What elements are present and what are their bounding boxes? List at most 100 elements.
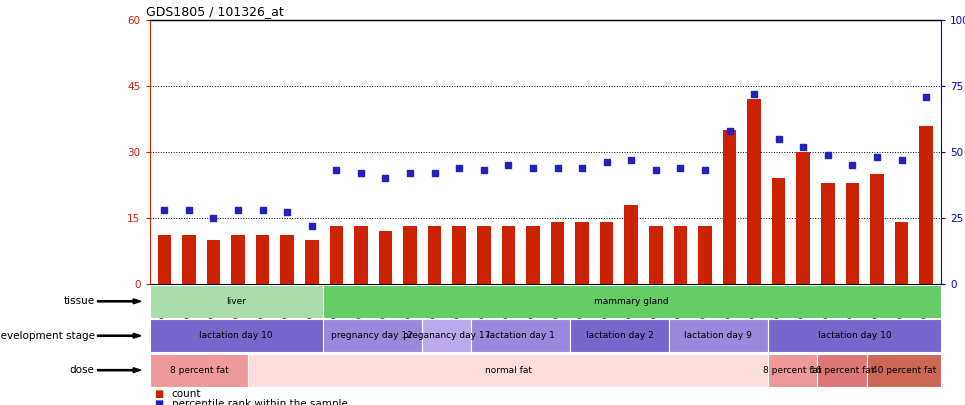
Point bbox=[648, 167, 664, 173]
Point bbox=[181, 207, 197, 213]
Bar bbox=[207, 240, 220, 284]
Text: preganancy day 17: preganancy day 17 bbox=[402, 331, 490, 340]
Text: ■: ■ bbox=[154, 399, 164, 405]
Point bbox=[623, 157, 639, 163]
Point bbox=[452, 164, 467, 171]
Bar bbox=[322, 285, 941, 318]
Bar bbox=[600, 222, 614, 284]
Bar bbox=[674, 226, 687, 284]
Text: tissue: tissue bbox=[64, 296, 95, 306]
Point bbox=[402, 170, 418, 176]
Bar bbox=[870, 174, 884, 284]
Bar bbox=[624, 205, 638, 284]
Bar bbox=[150, 354, 248, 387]
Bar bbox=[845, 183, 859, 284]
Text: normal fat: normal fat bbox=[484, 366, 532, 375]
Bar bbox=[305, 240, 318, 284]
Bar bbox=[867, 354, 941, 387]
Text: 16 percent fat: 16 percent fat bbox=[810, 366, 874, 375]
Point bbox=[525, 164, 540, 171]
Text: ■: ■ bbox=[154, 389, 164, 399]
Text: lactation day 1: lactation day 1 bbox=[486, 331, 555, 340]
Bar bbox=[354, 226, 368, 284]
Bar bbox=[330, 226, 344, 284]
Point bbox=[599, 159, 615, 166]
Text: development stage: development stage bbox=[0, 331, 95, 341]
Point bbox=[820, 151, 836, 158]
Bar bbox=[920, 126, 933, 284]
Bar bbox=[649, 226, 663, 284]
Text: percentile rank within the sample: percentile rank within the sample bbox=[172, 399, 347, 405]
Bar bbox=[570, 319, 669, 352]
Point bbox=[844, 162, 860, 168]
Bar bbox=[895, 222, 908, 284]
Bar bbox=[699, 226, 712, 284]
Bar bbox=[182, 235, 196, 284]
Bar bbox=[256, 235, 269, 284]
Text: 40 percent fat: 40 percent fat bbox=[871, 366, 936, 375]
Text: 8 percent fat: 8 percent fat bbox=[763, 366, 822, 375]
Bar bbox=[378, 231, 392, 284]
Bar bbox=[723, 130, 736, 284]
Point bbox=[206, 215, 221, 221]
Text: pregnancy day 12: pregnancy day 12 bbox=[331, 331, 413, 340]
Bar bbox=[232, 235, 245, 284]
Bar bbox=[768, 354, 817, 387]
Text: lactation day 2: lactation day 2 bbox=[586, 331, 653, 340]
Point bbox=[795, 143, 811, 150]
Bar bbox=[281, 235, 294, 284]
Text: count: count bbox=[172, 389, 202, 399]
Point bbox=[869, 154, 885, 160]
Point bbox=[574, 164, 590, 171]
Bar bbox=[248, 354, 768, 387]
Text: lactation day 10: lactation day 10 bbox=[817, 331, 891, 340]
Text: GDS1805 / 101326_at: GDS1805 / 101326_at bbox=[146, 5, 284, 18]
Point bbox=[353, 170, 369, 176]
Bar bbox=[471, 319, 570, 352]
Bar bbox=[821, 183, 835, 284]
Bar bbox=[403, 226, 417, 284]
Bar bbox=[422, 319, 471, 352]
Point bbox=[501, 162, 516, 168]
Bar bbox=[427, 226, 441, 284]
Bar bbox=[477, 226, 490, 284]
Bar bbox=[322, 319, 422, 352]
Bar bbox=[453, 226, 466, 284]
Text: lactation day 9: lactation day 9 bbox=[684, 331, 753, 340]
Bar bbox=[669, 319, 768, 352]
Point bbox=[304, 222, 319, 229]
Point bbox=[231, 207, 246, 213]
Bar bbox=[150, 285, 322, 318]
Point bbox=[550, 164, 565, 171]
Bar bbox=[526, 226, 539, 284]
Point bbox=[673, 164, 688, 171]
Bar bbox=[551, 222, 565, 284]
Point bbox=[771, 135, 786, 142]
Bar bbox=[575, 222, 589, 284]
Bar bbox=[150, 319, 322, 352]
Point bbox=[722, 128, 737, 134]
Bar bbox=[502, 226, 515, 284]
Point bbox=[377, 175, 393, 181]
Bar bbox=[772, 178, 786, 284]
Bar bbox=[157, 235, 171, 284]
Bar bbox=[817, 354, 867, 387]
Bar bbox=[768, 319, 941, 352]
Text: mammary gland: mammary gland bbox=[594, 297, 669, 306]
Point bbox=[698, 167, 713, 173]
Point bbox=[894, 157, 909, 163]
Text: lactation day 10: lactation day 10 bbox=[200, 331, 273, 340]
Point bbox=[156, 207, 172, 213]
Point bbox=[329, 167, 345, 173]
Point bbox=[476, 167, 491, 173]
Point bbox=[427, 170, 442, 176]
Point bbox=[255, 207, 270, 213]
Point bbox=[746, 91, 761, 97]
Text: dose: dose bbox=[69, 365, 95, 375]
Bar bbox=[796, 152, 810, 284]
Point bbox=[919, 93, 934, 100]
Point bbox=[280, 209, 295, 215]
Text: liver: liver bbox=[226, 297, 246, 306]
Text: 8 percent fat: 8 percent fat bbox=[170, 366, 229, 375]
Bar bbox=[747, 99, 760, 284]
